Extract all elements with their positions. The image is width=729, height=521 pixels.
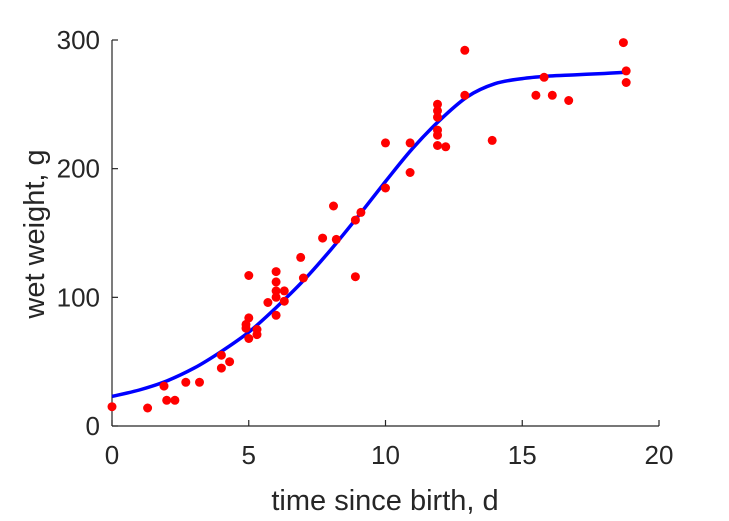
data-point (296, 252, 306, 262)
data-point (107, 402, 117, 412)
data-point (271, 277, 281, 287)
fit-curve-line (111, 70, 627, 399)
data-point (405, 138, 415, 148)
fit-curve-group (111, 70, 627, 399)
data-point (460, 90, 470, 100)
data-point (170, 395, 180, 405)
data-point (195, 377, 204, 387)
data-point (225, 357, 235, 367)
data-point (263, 298, 273, 307)
y-tick-label: 200 (57, 154, 100, 184)
data-point (298, 273, 308, 283)
y-tick-label: 100 (57, 282, 100, 312)
data-point (621, 66, 631, 76)
data-point (162, 395, 172, 405)
data-point (460, 45, 470, 55)
data-point (271, 286, 281, 296)
x-tick-label: 15 (508, 440, 537, 470)
data-point (244, 313, 254, 323)
y-axis-label: wet weight, g (19, 149, 51, 319)
data-point (433, 141, 442, 150)
x-axis-label: time since birth, d (271, 485, 498, 517)
data-point (539, 72, 549, 82)
y-tick-label: 0 (86, 411, 100, 441)
data-point (433, 99, 442, 109)
data-point (433, 106, 442, 116)
data-point (564, 96, 574, 105)
data-point (159, 381, 169, 391)
data-point (350, 272, 360, 282)
data-point (143, 403, 153, 413)
y-tick-label: 300 (57, 25, 100, 55)
data-point (244, 334, 254, 343)
data-point (216, 350, 226, 360)
data-point (329, 201, 338, 211)
data-point (279, 296, 289, 306)
data-point (244, 271, 254, 280)
data-point (216, 363, 226, 373)
data-point (381, 138, 390, 148)
data-point (433, 130, 442, 140)
data-point (271, 267, 281, 277)
data-point (621, 78, 631, 87)
data-point (279, 286, 289, 296)
x-tick-label: 0 (105, 440, 119, 470)
data-point (618, 38, 628, 48)
data-point (405, 168, 415, 177)
data-point (181, 377, 191, 387)
data-point (350, 215, 360, 225)
x-tick-label: 5 (242, 440, 256, 470)
data-point (381, 183, 390, 193)
data-point (252, 330, 262, 340)
data-point (271, 310, 281, 320)
data-point (487, 135, 497, 145)
data-point (547, 90, 557, 100)
data-point (531, 90, 541, 100)
data-point (271, 292, 281, 302)
data-point (356, 207, 366, 217)
data-point (318, 233, 328, 243)
data-point (331, 234, 341, 244)
data-point (433, 112, 442, 122)
data-points-group (107, 38, 631, 413)
data-point (441, 142, 451, 152)
x-tick-label: 20 (645, 440, 674, 470)
x-tick-label: 10 (371, 440, 400, 470)
